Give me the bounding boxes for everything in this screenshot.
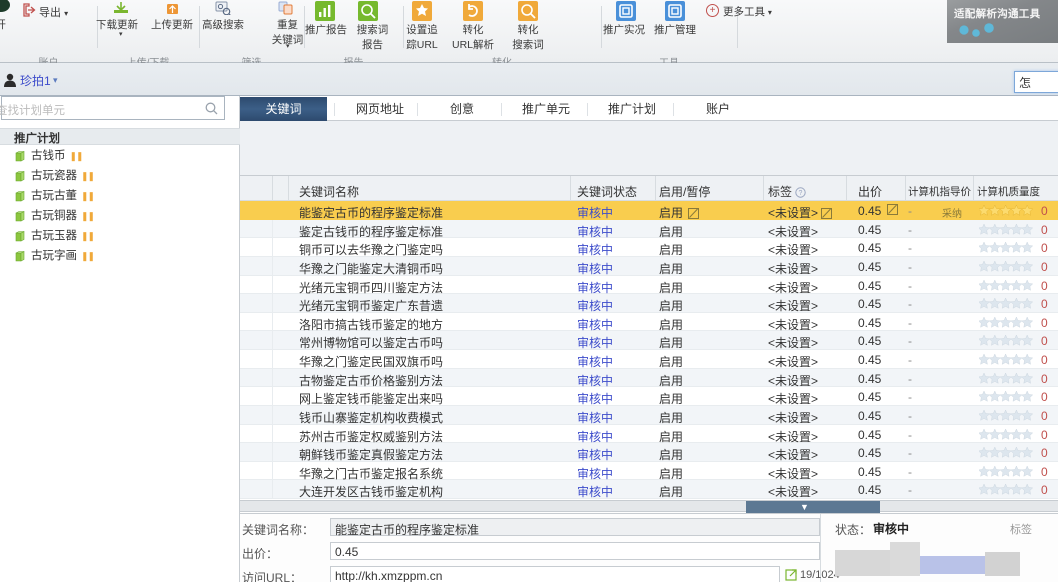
svg-text:?: ? (799, 191, 803, 198)
